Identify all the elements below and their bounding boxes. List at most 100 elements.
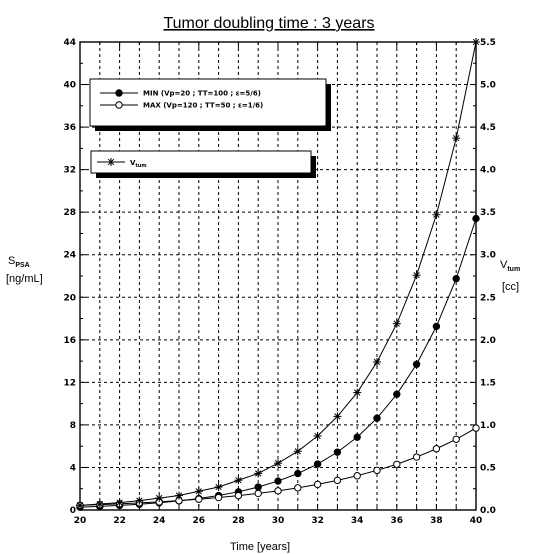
chart-title: Tumor doubling time : 3 years <box>163 15 374 32</box>
y-left-label-main: S <box>8 255 15 267</box>
data-point-min <box>353 433 361 441</box>
data-point-vtum <box>392 319 401 328</box>
asterisk-stroke <box>294 448 301 455</box>
series-markers <box>76 38 480 511</box>
asterisk-stroke <box>354 389 361 396</box>
asterisk-stroke <box>175 492 183 499</box>
data-point-max <box>294 484 302 492</box>
x-tick-label: 30 <box>272 516 285 526</box>
asterisk-stroke <box>156 494 163 502</box>
x-tick-label: 32 <box>311 516 324 526</box>
legend-label-main: V <box>130 159 136 167</box>
data-point-max <box>452 435 460 443</box>
asterisk-stroke <box>413 271 420 279</box>
x-tick-label: 24 <box>153 516 166 526</box>
asterisk-stroke <box>393 320 400 327</box>
asterisk-stroke <box>116 499 123 506</box>
y-left-tick-label: 12 <box>63 378 76 388</box>
y-left-tick-label: 36 <box>63 123 76 133</box>
data-point-min <box>452 274 460 283</box>
legend-marker <box>115 89 123 97</box>
x-tick-label: 22 <box>113 516 126 526</box>
asterisk-stroke <box>314 432 321 440</box>
data-point-min <box>333 448 342 456</box>
asterisk-stroke <box>96 500 103 508</box>
data-point-vtum <box>293 447 302 456</box>
legend-box <box>90 150 312 174</box>
data-point-max <box>472 424 480 432</box>
data-point-vtum <box>452 134 461 143</box>
y-right-tick-label: 2.0 <box>480 336 496 346</box>
data-point-max <box>333 476 342 485</box>
asterisk-stroke <box>334 413 341 420</box>
y-right-tick-label: 0.0 <box>480 506 496 516</box>
y-left-label-sub: PSA <box>15 262 29 269</box>
x-tick-label: 20 <box>74 516 87 526</box>
legends: MIN (Vp=20 ; TT=100 ; ε=5/6) MAX (Vp=120 … <box>89 78 331 178</box>
y-left-unit: [ng/mL] <box>6 273 43 285</box>
y-right-label-sub: tum <box>507 266 520 273</box>
legend-box <box>89 78 327 127</box>
y-left-tick-label: 24 <box>63 251 76 261</box>
data-point-max <box>274 487 282 495</box>
asterisk-stroke <box>472 38 480 46</box>
x-tick-label: 36 <box>391 516 404 526</box>
asterisk-stroke <box>195 488 202 495</box>
legend-label-sub: tum <box>135 163 146 169</box>
legend-marker <box>115 101 123 109</box>
y-left-tick-label: 20 <box>63 293 76 303</box>
legend-marker <box>107 158 115 166</box>
data-point-min <box>274 477 282 485</box>
data-point-min <box>254 483 262 491</box>
asterisk-stroke <box>433 211 440 218</box>
y-left-tick-label: 32 <box>63 166 76 176</box>
data-point-min <box>412 360 421 368</box>
data-point-vtum <box>155 494 164 503</box>
data-point-vtum <box>333 412 342 421</box>
y-right-tick-label: 4.5 <box>480 123 496 133</box>
data-point-min <box>432 322 441 331</box>
data-point-max <box>195 495 203 503</box>
asterisk-stroke <box>235 477 242 484</box>
data-point-max <box>254 489 262 498</box>
data-point-max <box>373 466 381 475</box>
y-right-unit: [cc] <box>502 281 519 293</box>
data-point-max <box>214 493 223 502</box>
data-point-vtum <box>234 476 243 485</box>
data-point-max <box>234 491 243 500</box>
y-right-tick-label: 2.5 <box>480 293 496 303</box>
data-point-vtum <box>214 483 223 492</box>
x-tick-label: 26 <box>193 516 206 526</box>
y-right-tick-label: 1.5 <box>480 378 496 388</box>
x-axis-label: Time [years] <box>230 541 290 553</box>
data-point-vtum <box>76 501 84 510</box>
asterisk-stroke <box>136 497 143 504</box>
asterisk-stroke <box>373 358 381 366</box>
asterisk-stroke <box>76 502 84 509</box>
y-left-tick-label: 8 <box>70 421 76 431</box>
data-point-min <box>373 414 381 422</box>
y-right-tick-label: 5.5 <box>480 38 496 48</box>
y-left-tick-label: 4 <box>70 463 76 473</box>
legend-label: MAX (Vp=120 ; TT=50 ; ε=1/6) <box>143 102 263 110</box>
ticks: 20 22 24 26 28 30 32 34 36 38 40 0 4 8 12 16 20 24 28 32 36 4… <box>63 38 495 526</box>
y-right-label-main: V <box>500 259 508 271</box>
y-left-tick-label: 16 <box>63 336 76 346</box>
data-point-vtum <box>274 459 282 468</box>
x-tick-label: 28 <box>232 516 245 526</box>
data-point-vtum <box>353 388 362 397</box>
y-left-tick-label: 28 <box>63 208 76 218</box>
data-point-min <box>294 469 302 478</box>
data-point-max <box>393 460 401 468</box>
y-right-tick-label: 0.5 <box>480 463 496 473</box>
data-point-min <box>393 390 401 398</box>
x-tick-label: 34 <box>351 516 364 526</box>
data-point-vtum <box>412 271 421 280</box>
data-point-max <box>412 453 421 461</box>
asterisk-stroke <box>107 158 115 166</box>
asterisk-stroke <box>255 470 262 477</box>
asterisk-stroke <box>274 460 282 467</box>
y-right-tick-label: 3.0 <box>480 251 496 261</box>
y-left-tick-label: 0 <box>70 506 76 516</box>
data-point-vtum <box>175 491 183 500</box>
